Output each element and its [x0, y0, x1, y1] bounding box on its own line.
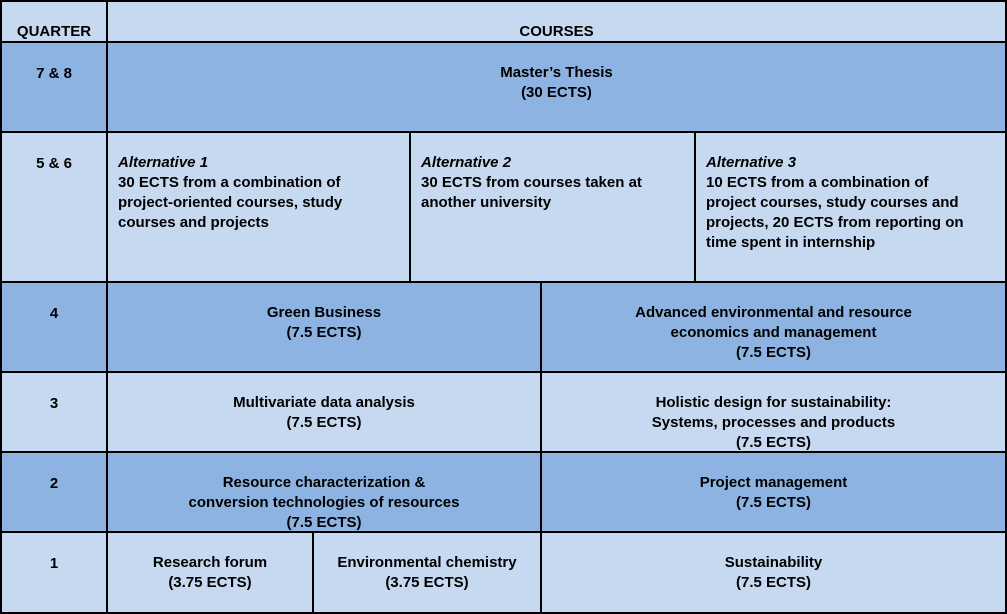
alternative-1-cell: Alternative 1 30 ECTS from a combination…	[106, 131, 411, 283]
project-management-cell: Project management (7.5 ECTS)	[540, 451, 1007, 533]
courses-header: COURSES	[106, 0, 1007, 43]
quarter-header-label: QUARTER	[16, 23, 92, 40]
research-forum-cell: Research forum (3.75 ECTS)	[106, 531, 314, 614]
sustainability-cell: Sustainability (7.5 ECTS)	[540, 531, 1007, 614]
quarter-cell-5-6: 5 & 6	[0, 131, 108, 283]
alternative-2-cell: Alternative 2 30 ECTS from courses taken…	[409, 131, 696, 283]
advanced-environmental-economics-cell: Advanced environmental and resource econ…	[540, 281, 1007, 373]
alternative-1-title: Alternative 1	[118, 154, 209, 171]
quarter-cell-2: 2	[0, 451, 108, 533]
holistic-design-cell: Holistic design for sustainability: Syst…	[540, 371, 1007, 453]
quarter-cell-3: 3	[0, 371, 108, 453]
green-business-cell: Green Business (7.5 ECTS)	[106, 281, 542, 373]
quarter-cell-4: 4	[0, 281, 108, 373]
quarter-cell-1: 1	[0, 531, 108, 614]
environmental-chemistry-cell: Environmental chemistry (3.75 ECTS)	[312, 531, 542, 614]
resource-characterization-cell: Resource characterization & conversion t…	[106, 451, 542, 533]
quarter-header: QUARTER	[0, 0, 108, 43]
multivariate-data-analysis-cell: Multivariate data analysis (7.5 ECTS)	[106, 371, 542, 453]
alternative-3-title: Alternative 3	[706, 154, 797, 171]
alternative-3-cell: Alternative 3 10 ECTS from a combination…	[694, 131, 1007, 283]
thesis-title: Master’s Thesis	[500, 64, 613, 81]
courses-header-label: COURSES	[519, 23, 594, 40]
masters-thesis-cell: Master’s Thesis (30 ECTS)	[106, 41, 1007, 133]
thesis-ects: (30 ECTS)	[521, 84, 592, 101]
quarter-cell-7-8: 7 & 8	[0, 41, 108, 133]
alternative-2-title: Alternative 2	[421, 154, 512, 171]
